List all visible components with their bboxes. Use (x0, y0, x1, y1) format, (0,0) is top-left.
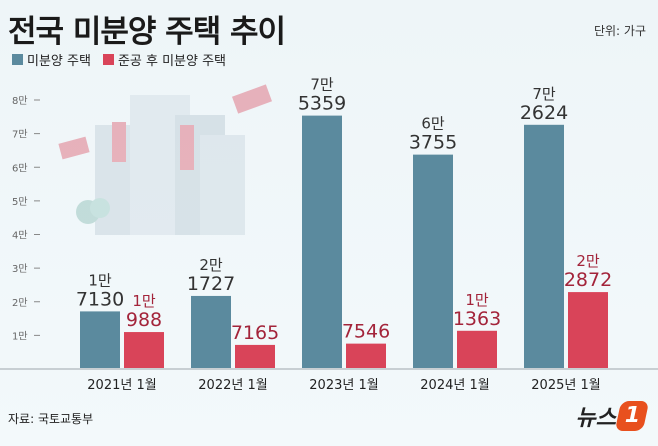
data-label-man: 7만 (532, 85, 556, 103)
logo-text: 뉴스 (575, 406, 616, 431)
bar (457, 330, 497, 369)
data-label-man: 1만 (465, 291, 489, 309)
source-note: 자료: 국토교통부 (8, 412, 94, 426)
legend-swatch-completed-unsold (102, 54, 114, 65)
chart-title: 전국 미분양 주택 추이 (8, 14, 286, 50)
y-tick-label: 6만 (12, 162, 28, 174)
bar (235, 344, 275, 369)
data-label: 7546 (342, 321, 390, 343)
y-tick-label: 5만 (12, 196, 28, 208)
x-tick-label: 2022년 1월 (198, 378, 267, 393)
y-tick-label: 4만 (12, 230, 28, 242)
legend-label-unsold: 미분양 주택 (27, 54, 91, 69)
x-tick-label: 2024년 1월 (420, 378, 489, 393)
bar (413, 154, 453, 369)
bar (80, 311, 120, 369)
y-tick-label: 2만 (12, 297, 28, 309)
building-illustration (58, 84, 272, 235)
data-label: 5359 (298, 93, 346, 115)
data-label: 7130 (76, 288, 124, 310)
data-label: 2872 (564, 269, 612, 291)
y-tick-label: 3만 (12, 263, 28, 275)
data-label: 7165 (231, 322, 279, 344)
data-label: 2624 (520, 102, 568, 124)
unit-label: 단위: 가구 (593, 24, 646, 38)
data-label-man: 1만 (88, 271, 112, 289)
y-tick-label: 1만 (12, 330, 28, 342)
x-tick-label: 2023년 1월 (309, 378, 378, 393)
logo-mark: 1 (614, 401, 650, 431)
legend-label-completed-unsold: 준공 후 미분양 주택 (117, 54, 227, 69)
data-label-man: 1만 (132, 292, 156, 310)
data-label-man: 2만 (576, 252, 600, 270)
data-label-man: 2만 (199, 256, 223, 274)
bar (568, 292, 608, 369)
x-tick-label: 2025년 1월 (531, 378, 600, 393)
data-label-man: 7만 (310, 76, 334, 94)
bar (524, 124, 564, 369)
bar (124, 332, 164, 369)
data-label: 1363 (453, 308, 501, 330)
legend: 미분양 주택 준공 후 미분양 주택 (12, 50, 226, 69)
x-tick-label: 2021년 1월 (87, 378, 156, 393)
data-label-man: 6만 (421, 115, 445, 133)
y-tick-label: 8만 (12, 95, 28, 107)
data-label: 1727 (187, 273, 235, 295)
bar (302, 115, 342, 369)
bar (191, 295, 231, 369)
bar (346, 343, 386, 369)
legend-swatch-unsold (12, 54, 23, 65)
data-label: 988 (126, 309, 162, 331)
y-tick-label: 7만 (12, 129, 28, 141)
data-label: 3755 (409, 132, 457, 154)
news1-logo: 뉴스 1 (575, 400, 650, 432)
